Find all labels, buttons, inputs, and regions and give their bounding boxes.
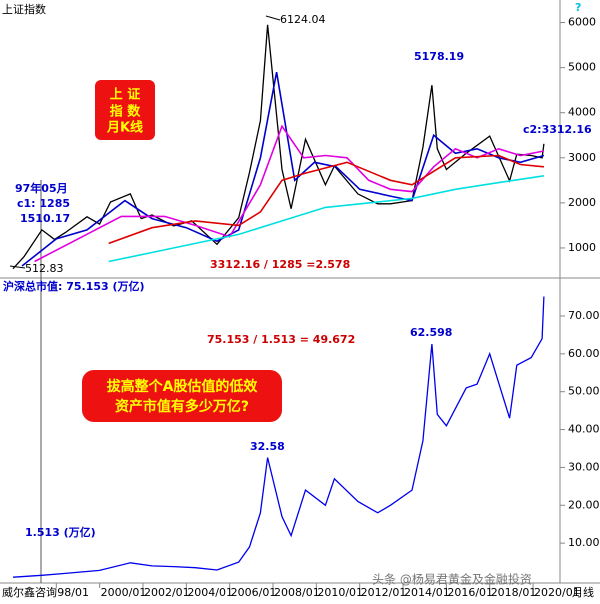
pointer xyxy=(9,265,26,269)
x-tick-label: 2020/01 xyxy=(534,586,580,599)
y-tick-label: 2000 xyxy=(568,196,596,209)
help-icon[interactable]: ? xyxy=(575,1,581,14)
y-tick-label: 5000 xyxy=(568,61,596,74)
x-tick-label: 2014/01 xyxy=(404,586,450,599)
box-text: 月K线 xyxy=(106,120,143,136)
x-tick-label: 2004/01 xyxy=(187,586,233,599)
chart-title: 沪深总市值: 75.153 (万亿) xyxy=(3,279,145,293)
source: 威尔鑫咨询 xyxy=(2,585,57,599)
annotation: 1510.17 xyxy=(20,212,70,225)
x-tick-label: 2000/01 xyxy=(101,586,147,599)
x-tick-label: 2018/01 xyxy=(491,586,537,599)
y-tick-label: 20.00 xyxy=(568,498,600,511)
y-tick-label: 10.00 xyxy=(568,536,600,549)
y-tick-label: 30.00 xyxy=(568,460,600,473)
box-text: 上 证 xyxy=(110,88,141,103)
label-box xyxy=(95,80,155,140)
data-line xyxy=(21,71,545,267)
x-tick-label: 2008/01 xyxy=(274,586,320,599)
y-tick-label: 50.00 xyxy=(568,385,600,398)
x-tick-label: 2002/01 xyxy=(144,586,190,599)
data-line xyxy=(108,154,544,245)
data-line xyxy=(108,175,545,263)
label-box xyxy=(82,370,282,422)
y-tick-label: 3000 xyxy=(568,151,596,164)
annotation: c1: 1285 xyxy=(17,197,70,210)
annotation: 1.513 (万亿) xyxy=(25,525,96,539)
x-tick-label: 2012/01 xyxy=(361,586,407,599)
annotation: 75.153 / 1.513 = 49.672 xyxy=(207,333,355,346)
x-tick-label: 2010/01 xyxy=(317,586,363,599)
x-tick-label: 98/01 xyxy=(57,586,89,599)
y-tick-label: 60.00 xyxy=(568,347,600,360)
box-text: 资产市值有多少万亿? xyxy=(115,398,249,415)
data-line xyxy=(12,296,545,578)
x-tick-label: 2006/01 xyxy=(231,586,277,599)
annotation: 3312.16 / 1285 =2.578 xyxy=(210,258,350,271)
y-tick-label: 4000 xyxy=(568,106,596,119)
pointer xyxy=(265,15,281,21)
y-tick-label: 40.00 xyxy=(568,423,600,436)
annotation: 5178.19 xyxy=(414,50,464,63)
chart-title: 上证指数 xyxy=(2,2,46,16)
period-label: 月线 xyxy=(572,585,594,599)
box-text: 指 数 xyxy=(110,104,142,120)
y-tick-label: 70.00 xyxy=(568,309,600,322)
annotation: 97年05月 xyxy=(15,181,68,195)
x-tick-label: 2016/01 xyxy=(447,586,493,599)
annotation: 6124.04 xyxy=(280,13,326,26)
annotation: 62.598 xyxy=(410,326,452,339)
annotation: 512.83 xyxy=(25,262,64,275)
y-tick-label: 6000 xyxy=(568,16,596,29)
watermark: 头条 @杨易君黄金及金融投资 xyxy=(372,572,532,587)
data-line xyxy=(12,24,545,270)
box-text: 拔高整个A股估值的低效 xyxy=(107,378,259,395)
annotation: c2:3312.16 xyxy=(523,123,592,136)
annotation: 32.58 xyxy=(250,440,285,453)
y-tick-label: 1000 xyxy=(568,241,596,254)
